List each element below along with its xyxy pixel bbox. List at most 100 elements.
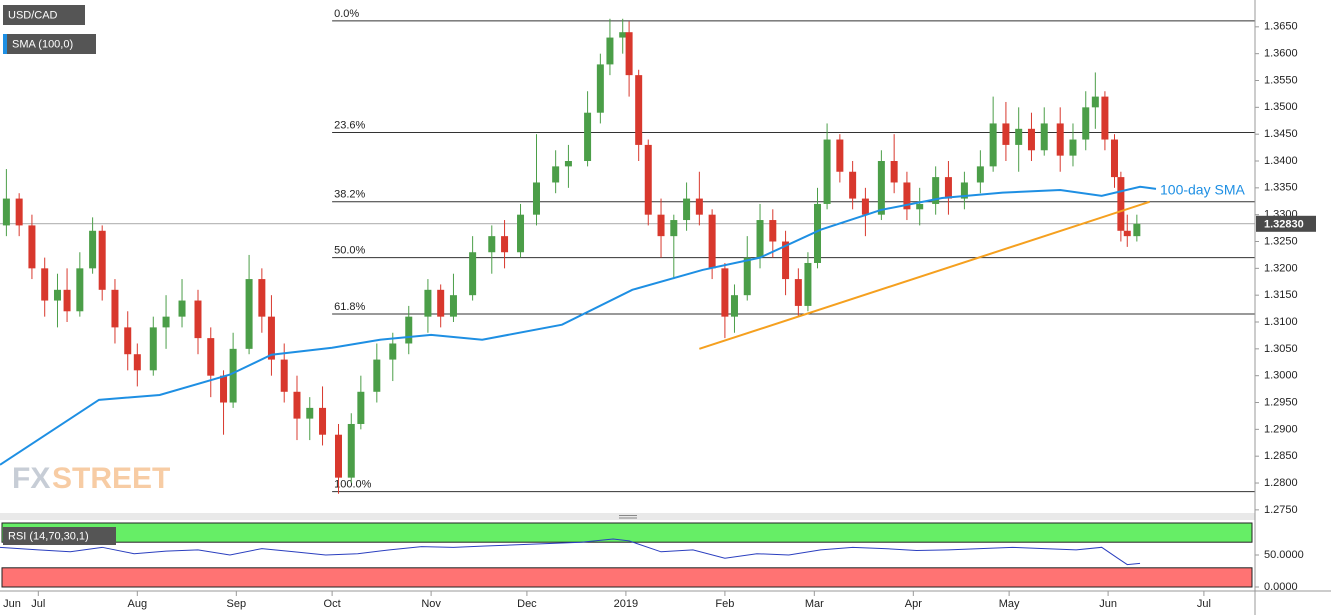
fib-label: 38.2% <box>334 189 365 201</box>
candle-body <box>584 112 592 162</box>
y-tick-label: 1.2800 <box>1264 477 1298 489</box>
candle-body <box>596 64 604 113</box>
candle-body <box>1082 107 1090 140</box>
x-tick-label: Feb <box>715 598 734 610</box>
watermark-street: STREET <box>52 462 170 495</box>
candle-body <box>501 236 509 253</box>
trendline <box>699 200 1150 350</box>
candle-body <box>424 289 432 317</box>
candle-body <box>63 289 71 312</box>
y-tick-label: 1.3100 <box>1264 316 1298 328</box>
candle-body <box>657 214 665 237</box>
candle-body <box>293 391 301 419</box>
candle-body <box>178 300 186 317</box>
candle-body <box>15 198 23 226</box>
candle-body <box>258 279 266 317</box>
candle-body <box>606 37 614 65</box>
candle-body <box>635 75 643 145</box>
candle-body <box>836 139 844 172</box>
fib-label: 23.6% <box>334 119 365 131</box>
watermark-fx: FX <box>12 462 50 495</box>
candle-body <box>220 375 228 403</box>
candle-body <box>721 268 729 317</box>
candle-body <box>89 230 97 269</box>
y-tick-label: 1.3650 <box>1264 21 1298 33</box>
x-tick-label: Nov <box>421 598 441 610</box>
y-tick-label: 1.2750 <box>1264 504 1298 516</box>
rsi-title: RSI (14,70,30,1) <box>8 530 89 542</box>
indicator-box <box>3 34 96 54</box>
candle-body <box>708 214 716 269</box>
indicator-swatch <box>3 34 7 54</box>
candle-body <box>194 300 202 339</box>
candle-body <box>944 177 952 199</box>
candle-body <box>1040 123 1048 151</box>
candle-body <box>625 32 633 76</box>
indicator-label: SMA (100,0) <box>12 38 73 50</box>
y-tick-label: 1.3200 <box>1264 262 1298 274</box>
x-tick-label: Dec <box>517 598 537 610</box>
candle-body <box>469 252 477 296</box>
x-tick-label: May <box>999 598 1020 610</box>
candle-body <box>76 268 84 312</box>
candle-body <box>306 407 314 419</box>
last-price-box <box>1256 215 1316 232</box>
candle-body <box>162 316 170 328</box>
y-tick-label: 1.3250 <box>1264 235 1298 247</box>
candle-body <box>1110 139 1118 178</box>
candle-body <box>1015 128 1023 145</box>
y-tick-label: 1.3150 <box>1264 289 1298 301</box>
candle-body <box>1123 230 1131 237</box>
x-tick-label: Jun <box>3 598 21 610</box>
y-tick-label: 1.2850 <box>1264 450 1298 462</box>
rsi-tick-label: 0.0000 <box>1264 581 1298 593</box>
candle-body <box>229 348 237 403</box>
candle-body <box>347 423 355 478</box>
fib-label: 0.0% <box>334 8 359 20</box>
pane-separator <box>0 513 1255 520</box>
symbol: USD/CAD <box>8 9 58 21</box>
candle-body <box>389 343 397 360</box>
rsi-title-box <box>3 527 116 545</box>
candle-body <box>517 214 525 253</box>
x-tick-label: Aug <box>128 598 148 610</box>
candle-body <box>245 279 253 349</box>
candle-body <box>28 225 36 269</box>
candle-body <box>769 220 777 242</box>
y-tick-label: 1.3450 <box>1264 128 1298 140</box>
sma-annotation: 100-day SMA <box>1160 182 1245 198</box>
candle-body <box>280 359 288 392</box>
y-tick-label: 1.2950 <box>1264 396 1298 408</box>
rsi-overbought-band <box>1 522 1253 543</box>
x-tick-label: Jul <box>31 598 45 610</box>
last-price-label: 1.32830 <box>1264 219 1304 231</box>
candle-body <box>1101 96 1109 140</box>
y-tick-label: 1.3400 <box>1264 155 1298 167</box>
candle-body <box>267 316 275 360</box>
candle-body <box>111 289 119 328</box>
sma-line <box>0 185 1157 466</box>
candle-body <box>357 391 365 424</box>
candle-body <box>98 230 106 290</box>
candle-body <box>695 198 703 215</box>
y-tick-label: 1.3000 <box>1264 370 1298 382</box>
fib-label: 61.8% <box>334 301 365 313</box>
candle-body <box>319 407 327 435</box>
candle-body <box>890 161 898 183</box>
candle-body <box>1069 139 1077 156</box>
y-tick-label: 1.3500 <box>1264 101 1298 113</box>
candle-body <box>207 338 215 376</box>
candle-body <box>861 198 869 215</box>
candle-body <box>124 327 132 355</box>
x-tick-label: Mar <box>805 598 824 610</box>
candle-body <box>976 166 984 183</box>
candle-body <box>373 359 381 392</box>
candle-body <box>670 220 678 237</box>
candle-body <box>644 144 652 215</box>
candle-body <box>903 182 911 210</box>
candle-body <box>814 203 822 263</box>
candle-body <box>1056 123 1064 156</box>
